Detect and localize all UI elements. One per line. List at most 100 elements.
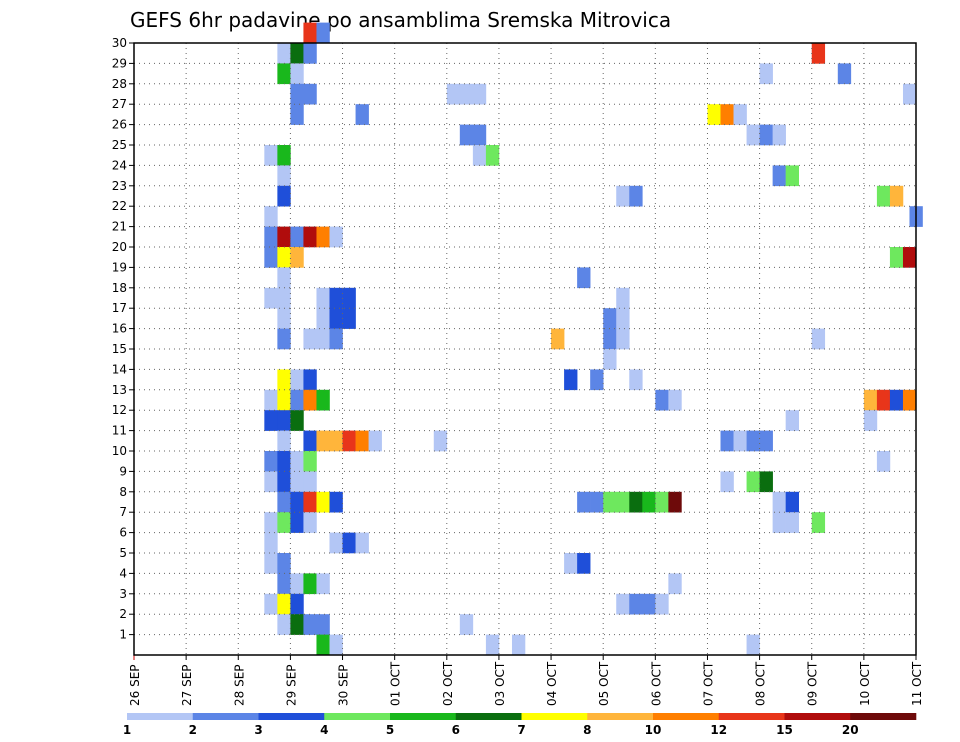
heatmap-cell [603,308,617,329]
heatmap-cell [277,573,291,595]
y-tick-label: 18 [112,281,127,295]
heatmap-cell [264,389,278,411]
heatmap-cell [459,124,474,146]
heatmap-cell [290,63,304,85]
x-tick-label: 11 OCT [910,661,924,706]
heatmap-cell [342,532,356,554]
heatmap-cell [277,593,291,615]
heatmap-cell [616,328,630,350]
heatmap-cell [290,226,304,248]
heatmap-cell [277,267,291,289]
heatmap-cell [303,226,317,248]
heatmap-cell [316,22,330,44]
heatmap-cell [303,573,317,595]
heatmap-cell [342,308,356,329]
colorbar-tick-label: 1 [123,723,131,737]
heatmap-cell [668,389,682,411]
heatmap-cell [329,287,343,309]
heatmap-cell [655,593,669,615]
heatmap-cell [655,491,669,513]
heatmap-cell [316,226,330,248]
heatmap-cell [603,491,617,513]
colorbar-tick-label: 8 [583,723,591,737]
x-axis-ticks: 26 SEP 27 SEP 28 SEP 29 SEP 30 SEP 01 OCT 02 O… [128,655,924,706]
y-tick-label: 12 [112,403,127,417]
x-tick-label: 28 SEP [232,664,246,706]
heatmap-cell [785,512,799,533]
heatmap-cell [889,389,904,411]
colorbar-swatch [192,713,259,720]
heatmap-cell [264,226,278,248]
colorbar-swatch [784,713,851,720]
heatmap-cell [264,593,278,615]
heatmap-cell [746,471,760,493]
heatmap-cell [277,369,291,391]
y-tick-label: 2 [119,607,127,621]
heatmap-cell [811,43,826,64]
y-tick-label: 15 [112,342,127,356]
colorbar: 1 2 3 4 5 6 7 8 10 12 15 20 [123,713,917,737]
heatmap-cell [264,451,278,472]
y-tick-label: 24 [112,158,127,172]
heatmap-cell [876,451,891,472]
heatmap-cell [277,185,291,207]
heatmap-cell [759,471,773,493]
heatmap-cell [629,491,643,513]
heatmap-cell [329,430,343,452]
heatmap-cell [616,185,630,207]
colorbar-swatch [718,713,785,720]
x-tick-label: 29 SEP [284,664,298,706]
heatmap-cell [264,287,278,309]
heatmap-cell [642,593,656,615]
colorbar-swatch [521,713,588,720]
heatmap-cell [746,430,760,452]
heatmap-cell [277,226,291,248]
heatmap-cell [290,593,304,615]
x-tick-label: 27 SEP [180,664,194,706]
heatmap-cell [472,145,487,166]
heatmap-cell [746,634,760,656]
heatmap-cell [551,328,565,350]
colorbar-tick-label: 15 [776,723,793,737]
heatmap-cell [329,308,343,329]
heatmap-cell [303,43,317,64]
y-tick-label: 27 [112,97,127,111]
y-tick-label: 28 [112,77,127,91]
x-tick-label: 07 OCT [701,661,715,706]
heatmap-cell [837,63,852,85]
heatmap-cell [863,389,878,411]
colorbar-tick-label: 2 [189,723,197,737]
heatmap-cell [902,247,917,268]
heatmap-cell [264,512,278,533]
y-tick-label: 4 [119,566,127,580]
heatmap-cell [290,451,304,472]
heatmap-cell [733,430,747,452]
heatmap-cell [290,389,304,411]
heatmap-cell [772,124,786,146]
heatmap-cell [329,532,343,554]
heatmap-cell [485,145,500,166]
x-tick-label: 03 OCT [493,661,507,706]
heatmap-cell [577,553,591,574]
heatmap-cell [329,226,343,248]
heatmap-cell [564,369,578,391]
heatmap-cell [876,185,891,207]
heatmap-cell [277,308,291,329]
colorbar-tick-label: 10 [645,723,662,737]
heatmap-cell [277,389,291,411]
heatmap-cell [264,410,278,431]
heatmap-cell [264,145,278,166]
y-tick-label: 26 [112,118,127,132]
heatmap-cell [772,165,786,187]
heatmap-cell [342,430,356,452]
heatmap-cell [459,614,474,635]
x-tick-label: 10 OCT [858,661,872,706]
heatmap-cell [446,83,461,105]
heatmap-cell [277,491,291,513]
heatmap-cell [759,63,773,85]
x-tick-label: 05 OCT [597,661,611,706]
heatmap-cell [277,247,291,268]
heatmap-cell [316,308,330,329]
heatmap-cell [472,124,487,146]
heatmap-cell [290,43,304,64]
